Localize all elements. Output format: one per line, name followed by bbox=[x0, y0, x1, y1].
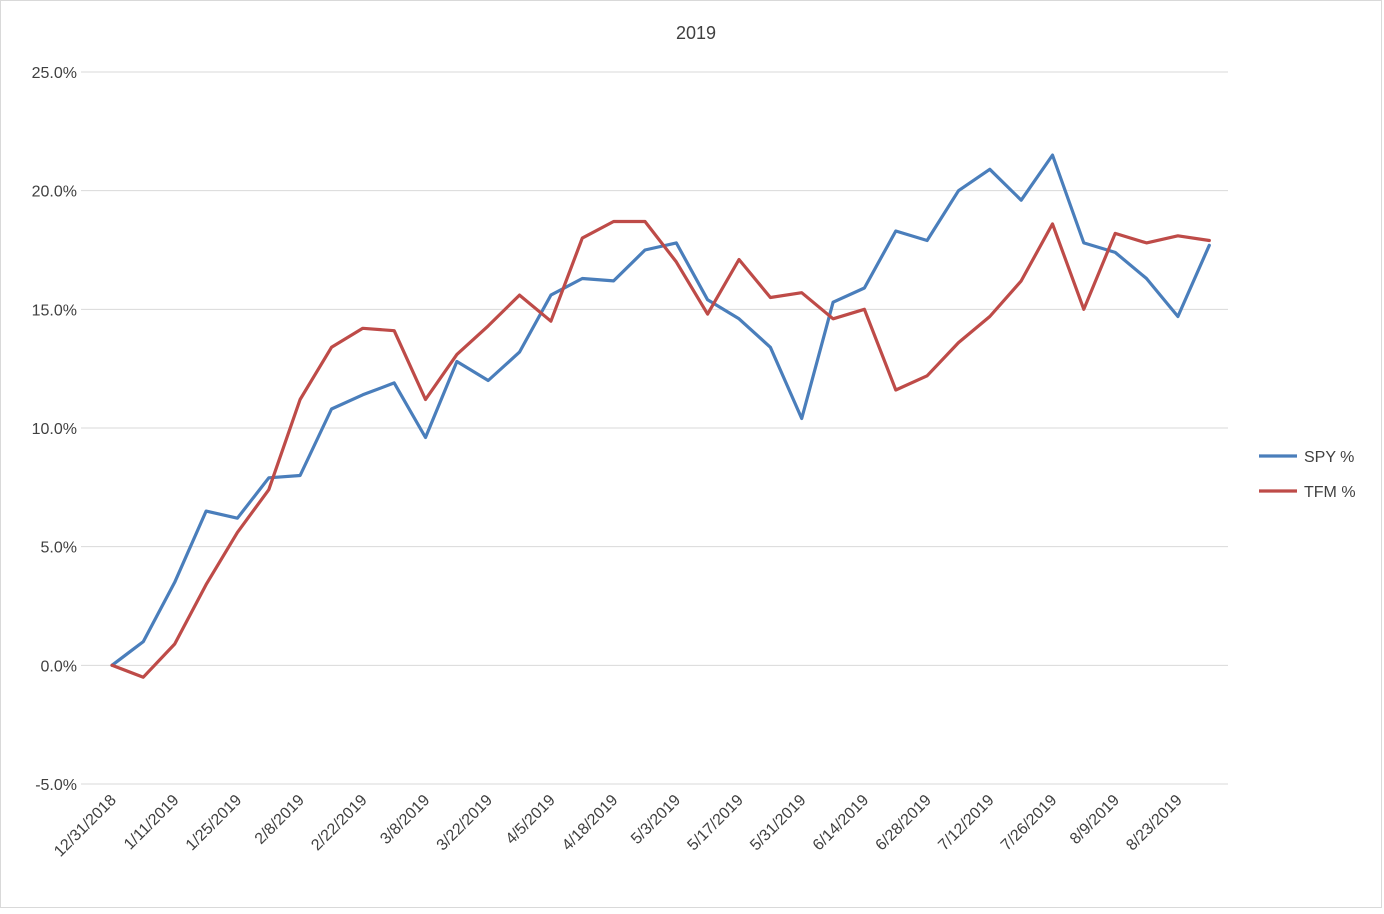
x-tick-label: 6/14/2019 bbox=[810, 792, 872, 854]
x-tick-label: 8/9/2019 bbox=[1067, 792, 1123, 848]
x-tick-label: 3/8/2019 bbox=[377, 792, 433, 848]
series-line-spy bbox=[110, 153, 1211, 667]
x-tick-label: 1/11/2019 bbox=[121, 792, 183, 854]
x-axis-tick-labels: 12/31/2018 1/11/2019 1/25/2019 2/8/2019 2/22… bbox=[51, 792, 1186, 861]
x-tick-label: 2/22/2019 bbox=[308, 792, 370, 854]
series-lines bbox=[110, 153, 1211, 679]
legend: SPY % TFM % bbox=[1259, 449, 1356, 501]
legend-label: TFM % bbox=[1304, 484, 1356, 501]
y-tick-label: 15.0% bbox=[32, 302, 77, 319]
series-line-tfm bbox=[110, 219, 1211, 679]
x-tick-label: 4/18/2019 bbox=[559, 792, 621, 854]
gridlines bbox=[81, 71, 1228, 785]
x-tick-label: 5/3/2019 bbox=[628, 792, 684, 848]
y-axis-tick-labels: -5.0% 0.0% 5.0% 10.0% 15.0% 20.0% 25.0% bbox=[32, 65, 77, 794]
y-tick-label: 0.0% bbox=[41, 658, 77, 675]
legend-label: SPY % bbox=[1304, 449, 1354, 466]
x-tick-label: 7/12/2019 bbox=[935, 792, 997, 854]
y-tick-label: 25.0% bbox=[32, 65, 77, 82]
x-tick-label: 5/31/2019 bbox=[747, 792, 809, 854]
y-tick-label: 5.0% bbox=[41, 540, 77, 557]
x-tick-label: 5/17/2019 bbox=[684, 792, 746, 854]
y-tick-label: -5.0% bbox=[35, 777, 77, 794]
x-tick-label: 12/31/2018 bbox=[51, 792, 120, 861]
y-tick-label: 20.0% bbox=[32, 184, 77, 201]
x-tick-label: 3/22/2019 bbox=[434, 792, 496, 854]
x-tick-label: 8/23/2019 bbox=[1123, 792, 1185, 854]
x-tick-label: 2/8/2019 bbox=[252, 792, 308, 848]
x-tick-label: 7/26/2019 bbox=[998, 792, 1060, 854]
y-tick-label: 10.0% bbox=[32, 421, 77, 438]
x-tick-label: 4/5/2019 bbox=[503, 792, 559, 848]
chart-title: 2019 bbox=[676, 23, 716, 43]
x-tick-label: 6/28/2019 bbox=[873, 792, 935, 854]
x-tick-label: 1/25/2019 bbox=[183, 792, 245, 854]
